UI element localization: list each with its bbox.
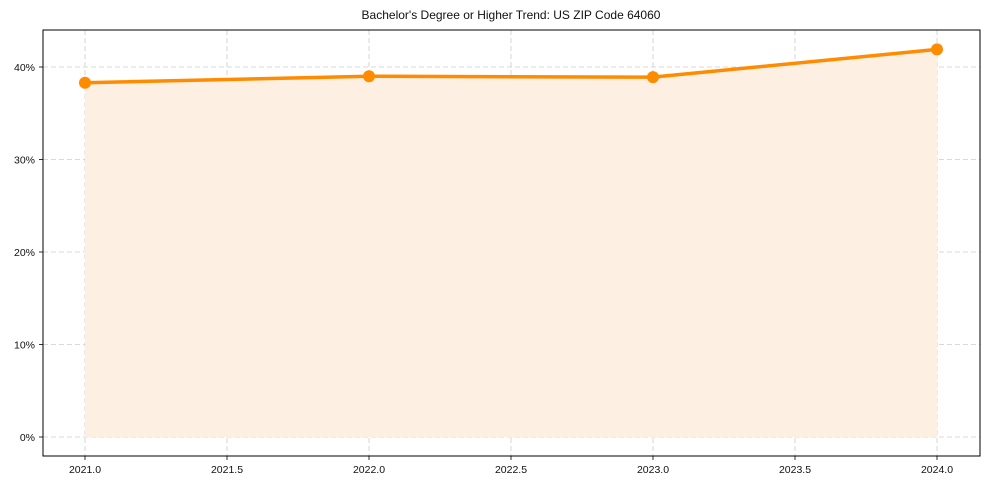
x-tick-label: 2021.5 <box>211 464 243 476</box>
area-fill <box>85 49 937 438</box>
y-axis: 0% 10% 20% 30% 40% <box>14 62 43 444</box>
y-tick-label: 20% <box>14 247 35 259</box>
data-points <box>79 43 943 89</box>
y-tick-label: 0% <box>20 432 35 444</box>
y-tick-label: 10% <box>14 340 35 352</box>
data-point-marker <box>931 43 943 56</box>
x-tick-label: 2024.0 <box>921 464 953 476</box>
x-axis: 2021.0 2021.5 2022.0 2022.5 2023.0 2023.5 2024… <box>69 456 953 476</box>
data-line <box>84 47 938 85</box>
x-tick-label: 2021.0 <box>69 464 101 476</box>
y-tick-label: 30% <box>14 155 35 167</box>
data-point-marker <box>363 70 375 83</box>
x-tick-label: 2023.0 <box>637 464 669 476</box>
chart-title: Bachelor's Degree or Higher Trend: US ZI… <box>361 8 661 22</box>
x-tick-label: 2022.0 <box>353 464 385 476</box>
y-tick-label: 40% <box>14 62 35 74</box>
axes-frame <box>42 29 981 457</box>
data-point-marker <box>79 76 91 89</box>
x-tick-label: 2023.5 <box>779 464 811 476</box>
x-tick-label: 2022.5 <box>495 464 527 476</box>
data-point-marker <box>647 71 659 84</box>
